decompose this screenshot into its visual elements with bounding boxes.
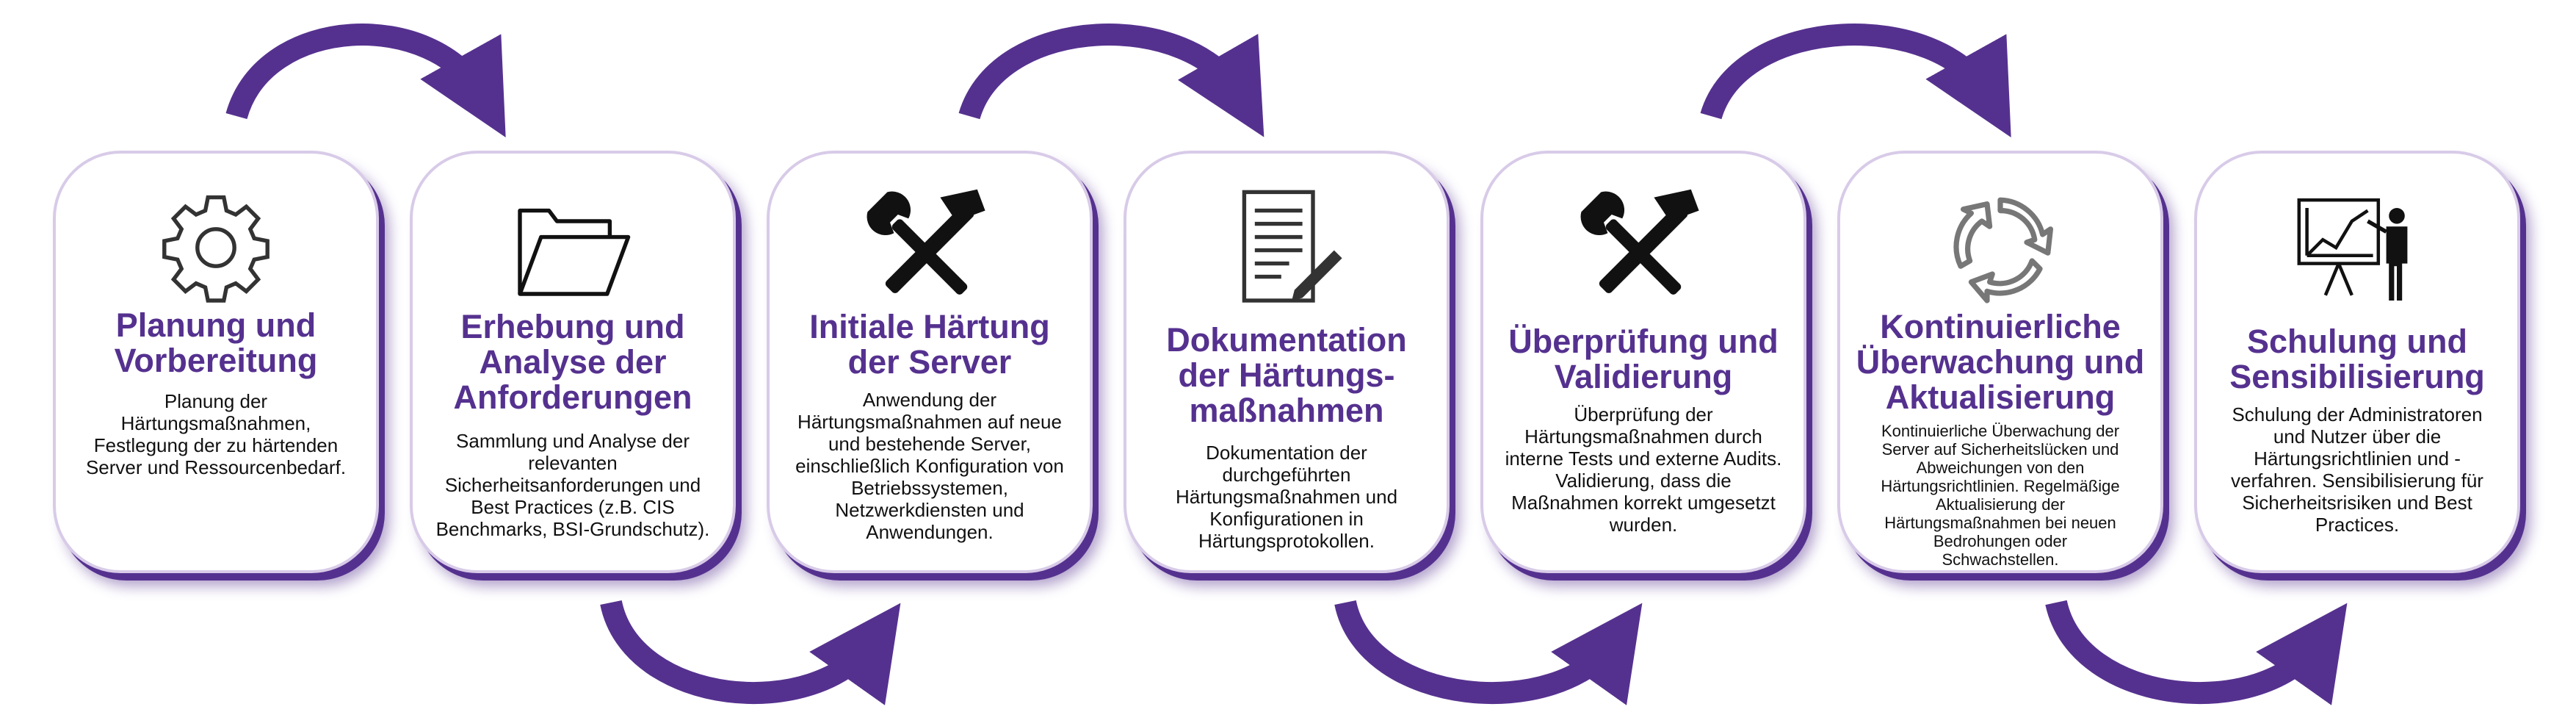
connector-arrow-2-3 xyxy=(600,600,901,705)
connector-arrow-4-5 xyxy=(1334,600,1643,705)
document-edit-icon xyxy=(1220,182,1353,314)
cycle-arrows-icon xyxy=(1934,182,2066,314)
step-description: Sammlung und Analyse der relevanten Sich… xyxy=(435,430,710,540)
step-description: Anwendung der Härtungsmaßnahmen auf neue… xyxy=(795,389,1064,543)
connector-arrow-5-6 xyxy=(1700,24,2011,137)
folder-icon xyxy=(507,182,639,314)
step-title: Kontinuierliche Überwachung und Aktualis… xyxy=(1856,308,2145,416)
step-title: Schulung und Sensibilisierung xyxy=(2229,323,2485,395)
connector-arrow-6-7 xyxy=(2045,600,2348,705)
step-card-schulung: Schulung und Sensibilisierung Schulung d… xyxy=(2194,151,2520,573)
step-title: Erhebung und Analyse der Anforderungen xyxy=(453,308,692,416)
step-card-dokumentation: Dokumentation der Härtungs- maßnahmen Do… xyxy=(1124,151,1450,573)
step-description: Dokumentation der durchgeführten Härtung… xyxy=(1175,442,1398,552)
gear-icon xyxy=(150,182,282,314)
connector-arrow-3-4 xyxy=(958,24,1265,137)
step-card-initiale-haertung: Initiale Härtung der Server Anwendung de… xyxy=(767,151,1093,573)
step-card-erhebung: Erhebung und Analyse der Anforderungen S… xyxy=(410,151,736,573)
step-description: Schulung der Administratoren und Nutzer … xyxy=(2231,403,2483,536)
step-card-planung: Planung und Vorbereitung Planung der Här… xyxy=(53,151,379,573)
step-description: Kontinuierliche Überwachung der Server a… xyxy=(1881,422,2120,569)
step-title: Dokumentation der Härtungs- maßnahmen xyxy=(1166,321,1407,429)
step-card-ueberpruefung: Überprüfung und Validierung Überprüfung … xyxy=(1480,151,1806,573)
step-description: Überprüfung der Härtungsmaßnahmen durch … xyxy=(1505,403,1782,536)
step-title: Initiale Härtung der Server xyxy=(809,308,1050,381)
step-description: Planung der Härtungsmaßnahmen, Festlegun… xyxy=(85,390,347,478)
step-title: Überprüfung und Validierung xyxy=(1508,323,1779,395)
presentation-icon xyxy=(2291,182,2423,314)
tools-icon xyxy=(1577,182,1710,314)
step-title: Planung und Vorbereitung xyxy=(114,306,318,379)
step-card-kontinuierliche-ueberwachung: Kontinuierliche Überwachung und Aktualis… xyxy=(1837,151,2163,573)
tools-icon xyxy=(864,182,996,314)
connector-arrow-1-2 xyxy=(225,24,506,137)
